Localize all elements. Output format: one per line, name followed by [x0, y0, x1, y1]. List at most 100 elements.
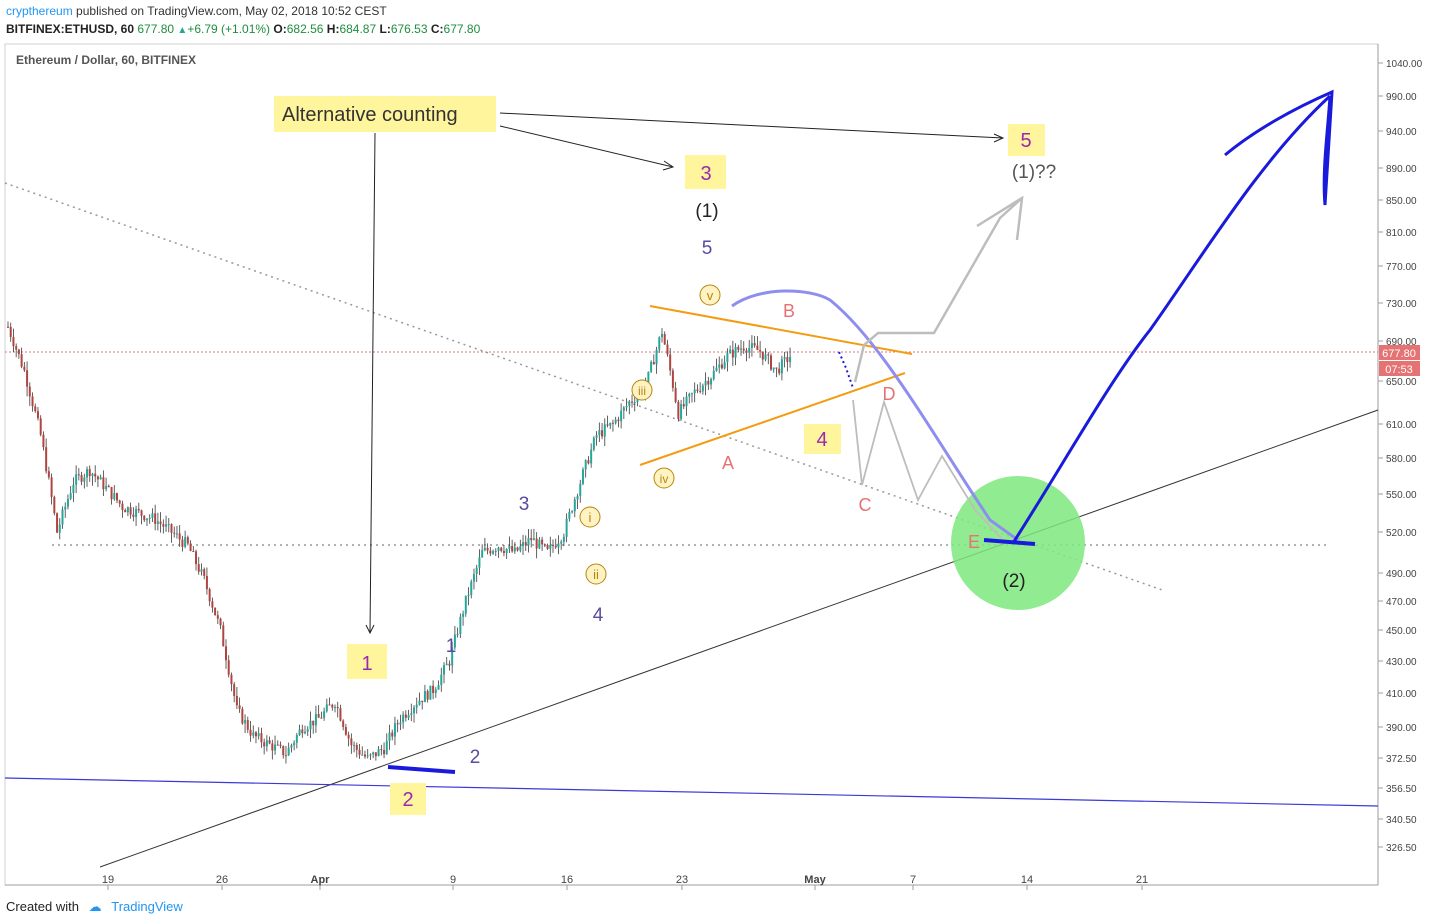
candle-body: [611, 422, 614, 424]
candle-body: [481, 550, 484, 558]
candle-body: [200, 569, 203, 572]
candle-body: [34, 406, 37, 412]
candle-body: [184, 537, 187, 547]
candle-body: [592, 437, 595, 450]
candle-body: [606, 424, 609, 426]
candle-body: [584, 460, 587, 470]
wave-label-D: D: [883, 384, 896, 404]
tradingview-brand-link[interactable]: TradingView: [111, 899, 183, 914]
created-with-text: Created with: [6, 899, 79, 914]
candle-body: [355, 744, 358, 750]
candle-body: [710, 378, 713, 385]
candle-body: [154, 513, 157, 524]
candle-body: [532, 538, 535, 541]
candle-body: [219, 618, 222, 626]
candle-body: [505, 548, 508, 554]
box-2: [390, 783, 426, 815]
candle-body: [650, 361, 653, 372]
price-tick-label: 690.00: [1386, 337, 1417, 348]
roman-circle-iii: [631, 379, 653, 401]
candle-body: [475, 567, 478, 574]
candle-body: [9, 326, 12, 337]
wave-label-3: 3: [519, 494, 530, 515]
blue-marker-target: [983, 538, 1036, 546]
candle-body: [432, 685, 435, 694]
candle-body: [290, 745, 293, 748]
time-tick-label: 7: [910, 874, 916, 886]
candle-body: [549, 544, 552, 549]
candle-body: [165, 524, 168, 527]
candle-body: [113, 493, 116, 500]
change-value: +6.79 (+1.01%): [187, 22, 271, 36]
candle-body: [620, 410, 623, 422]
candle-body: [306, 729, 309, 732]
candle-body: [418, 700, 421, 705]
blue-support-line: [4, 777, 1379, 807]
price-tick-label: 450.00: [1386, 626, 1417, 637]
candle-body: [402, 714, 405, 723]
candle-body: [50, 477, 53, 497]
candle-body: [669, 354, 672, 371]
candle-body: [677, 401, 680, 419]
candle-body: [445, 663, 448, 666]
candle-body: [459, 616, 462, 635]
candle-body: [181, 539, 184, 547]
publish-info: published on TradingView.com, May 02, 20…: [76, 4, 387, 18]
candle-body: [685, 396, 688, 407]
wave-label-paren-1: (1): [695, 201, 718, 222]
open-label: O:: [273, 22, 287, 36]
candle-body: [426, 691, 429, 700]
candle-body: [415, 704, 418, 708]
candle-body: [69, 493, 72, 499]
candle-body: [94, 473, 97, 477]
candle-body: [516, 547, 519, 551]
candle-body: [576, 496, 579, 500]
candle-body: [770, 355, 772, 370]
candle-body: [339, 708, 342, 721]
time-tick-label: May: [804, 874, 826, 886]
candle-body: [325, 704, 328, 712]
candle-body: [91, 473, 94, 477]
candle-body: [598, 430, 601, 436]
box-3: [685, 155, 726, 189]
author-link[interactable]: crypthereum: [6, 4, 73, 18]
candle-body: [88, 469, 91, 477]
candle-body: [464, 595, 467, 614]
wave-label-box-3: 3: [700, 163, 711, 185]
candle-body: [486, 547, 489, 551]
candle-body: [453, 634, 456, 648]
candle-body: [740, 348, 743, 350]
candle-body: [617, 419, 620, 422]
candle-body: [546, 544, 549, 549]
candle-body: [489, 550, 492, 554]
candle-body: [658, 337, 661, 350]
candle-body: [682, 404, 685, 407]
price-tick-label: 940.00: [1386, 127, 1417, 138]
candle-body: [56, 513, 59, 533]
candle-body: [135, 509, 138, 517]
countdown-tag-text: 07:53: [1385, 364, 1413, 376]
candle-body: [712, 370, 715, 379]
candle-body: [443, 665, 445, 675]
candle-body: [140, 510, 143, 516]
candle-body: [227, 660, 230, 675]
candle-body: [39, 418, 42, 435]
candle-body: [734, 347, 737, 358]
candle-body: [83, 477, 86, 482]
candle-body: [276, 744, 279, 746]
candle-body: [410, 713, 413, 716]
open-value: 682.56: [286, 22, 324, 36]
arrow-to-1: [369, 132, 376, 634]
symbol-label: BITFINEX:ETHUSD, 60: [6, 22, 135, 36]
candle-body: [511, 545, 514, 552]
price-tick-label: 520.00: [1386, 528, 1417, 539]
candle-body: [366, 755, 369, 757]
candle-body: [451, 647, 454, 666]
arrowhead-3: [662, 160, 675, 171]
candle-body: [690, 393, 693, 395]
candle-body: [508, 545, 511, 549]
candle-body: [309, 720, 312, 730]
time-tick-label: 16: [561, 874, 573, 886]
box-5: [1008, 124, 1045, 156]
